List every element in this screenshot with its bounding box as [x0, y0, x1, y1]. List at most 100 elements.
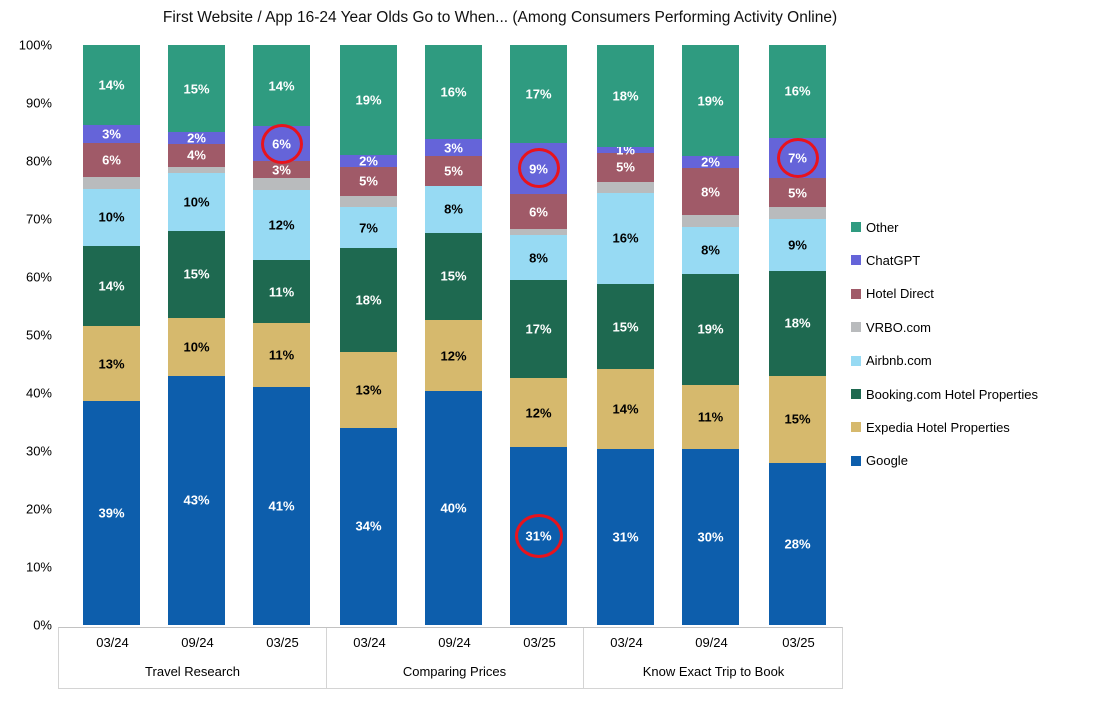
- stacked-bar: 31% 12% 17% 8% 6% 9% 17%: [510, 45, 567, 625]
- segment-value-label: 3%: [444, 140, 463, 156]
- stacked-bar: 39% 13% 14% 10% 6% 3% 14%: [83, 45, 140, 625]
- legend-label: Hotel Direct: [866, 286, 934, 302]
- segment-value-label: 28%: [784, 536, 811, 552]
- segment-value-label: 15%: [440, 268, 467, 284]
- bar-segment-hotel_direct: 5%: [340, 166, 397, 196]
- bar-segment-vrbo: [510, 228, 567, 235]
- bar-segment-booking: 11%: [253, 259, 310, 324]
- bar-segment-hotel_direct: 6%: [510, 194, 567, 229]
- segment-value-label: 17%: [525, 321, 552, 337]
- bar-segment-other: 15%: [168, 45, 225, 133]
- segment-value-label: 11%: [697, 409, 724, 425]
- segment-value-label: 9%: [788, 237, 807, 253]
- segment-value-label: 15%: [183, 81, 210, 97]
- legend-label: Airbnb.com: [866, 353, 932, 369]
- bar-segment-hotel_direct: 5%: [769, 178, 826, 208]
- segment-value-label: 10%: [98, 209, 125, 225]
- bar-segment-google: 43%: [168, 375, 225, 625]
- segment-value-label: 43%: [183, 492, 210, 508]
- bar-segment-google: 39%: [83, 401, 140, 625]
- bar-segment-vrbo: [253, 178, 310, 191]
- bar-segment-airbnb: 12%: [253, 190, 310, 260]
- bar-segment-chatgpt: 3%: [425, 138, 482, 157]
- legend-item: Hotel Direct: [851, 286, 934, 302]
- bar-segment-expedia: 14%: [597, 369, 654, 449]
- segment-value-label: 39%: [98, 505, 125, 521]
- bar-segment-google: 34%: [340, 427, 397, 625]
- segment-value-label: 2%: [701, 154, 720, 170]
- x-axis-period-label: 03/24: [353, 635, 386, 650]
- legend-label: Other: [866, 219, 899, 235]
- y-axis-tick-label: 70%: [25, 211, 52, 227]
- segment-value-label: 5%: [444, 163, 463, 179]
- bar-segment-vrbo: [83, 177, 140, 189]
- legend-swatch-icon: [851, 455, 861, 466]
- chart-title: First Website / App 16-24 Year Olds Go t…: [162, 9, 838, 26]
- bar-segment-chatgpt: 3%: [83, 125, 140, 143]
- x-axis-group-label: Travel Research: [145, 664, 240, 679]
- y-axis-tick-label: 60%: [25, 269, 52, 285]
- segment-value-label: 6%: [102, 152, 121, 168]
- x-axis-group-label: Comparing Prices: [402, 664, 507, 679]
- bar-segment-airbnb: 10%: [168, 172, 225, 231]
- segment-value-label: 16%: [612, 230, 639, 246]
- bar-segment-other: 14%: [83, 45, 140, 126]
- bar-segment-expedia: 13%: [340, 352, 397, 428]
- segment-value-label: 19%: [697, 93, 724, 109]
- axis-group-separator: [326, 628, 327, 688]
- x-axis-period-label: 09/24: [695, 635, 728, 650]
- segment-value-label: 10%: [183, 339, 210, 355]
- segment-value-label: 12%: [440, 348, 467, 364]
- bar-segment-booking: 17%: [510, 280, 567, 379]
- bar-segment-expedia: 11%: [253, 323, 310, 388]
- bar-segment-hotel_direct: 6%: [83, 142, 140, 178]
- segment-value-label: 2%: [187, 130, 206, 146]
- legend-label: VRBO.com: [866, 319, 932, 335]
- bar-segment-hotel_direct: 5%: [425, 156, 482, 186]
- segment-value-label: 18%: [784, 315, 811, 331]
- bar-segment-vrbo: [168, 166, 225, 173]
- bar-segment-vrbo: [340, 195, 397, 208]
- bar-segment-expedia: 12%: [425, 320, 482, 391]
- bar-segment-chatgpt: 9%: [510, 142, 567, 195]
- segment-value-label: 8%: [444, 201, 463, 217]
- legend-label: ChatGPT: [866, 252, 921, 268]
- y-axis-tick-label: 30%: [25, 443, 52, 459]
- x-axis-group-label: Know Exact Trip to Book: [642, 664, 785, 679]
- bar-segment-booking: 19%: [682, 273, 739, 385]
- bar-segment-airbnb: 16%: [597, 192, 654, 284]
- bar-segment-google: 31%: [597, 448, 654, 625]
- bar-segment-booking: 15%: [425, 232, 482, 321]
- bar-segment-airbnb: 8%: [510, 234, 567, 281]
- legend-swatch-icon: [851, 288, 861, 299]
- segment-value-label: 5%: [616, 159, 635, 175]
- bar-segment-other: 14%: [253, 45, 310, 127]
- bar-segment-booking: 15%: [168, 230, 225, 318]
- bar-segment-google: 28%: [769, 462, 826, 625]
- bar-segment-expedia: 13%: [83, 326, 140, 402]
- legend-swatch-icon: [851, 389, 861, 399]
- stacked-bar: 28% 15% 18% 9% 5% 7% 16%: [769, 45, 826, 625]
- segment-value-label: 5%: [788, 185, 807, 201]
- segment-value-label: 7%: [359, 220, 378, 236]
- segment-value-label: 14%: [268, 78, 295, 94]
- segment-value-label: 34%: [355, 518, 382, 534]
- segment-value-label: 3%: [272, 162, 291, 178]
- segment-value-label: 7%: [788, 150, 807, 166]
- segment-value-label: 14%: [98, 278, 125, 294]
- segment-value-label: 8%: [701, 184, 720, 199]
- bar-segment-airbnb: 9%: [769, 219, 826, 272]
- segment-value-label: 9%: [529, 161, 548, 176]
- bar-segment-vrbo: [597, 181, 654, 193]
- legend-swatch-icon: [851, 322, 861, 333]
- segment-value-label: 15%: [784, 411, 811, 427]
- bar-segment-other: 19%: [682, 45, 739, 157]
- segment-value-label: 19%: [697, 321, 724, 337]
- x-axis-band: 03/24 09/24 03/25 Travel Research 03/24 09/24…: [58, 627, 843, 689]
- stacked-bar: 30% 11% 19% 8% 8% 2% 19%: [682, 45, 739, 625]
- segment-value-label: 40%: [440, 500, 467, 516]
- segment-value-label: 8%: [701, 242, 720, 258]
- bar-segment-chatgpt: 1%: [597, 144, 654, 157]
- segment-value-label: 10%: [183, 194, 210, 210]
